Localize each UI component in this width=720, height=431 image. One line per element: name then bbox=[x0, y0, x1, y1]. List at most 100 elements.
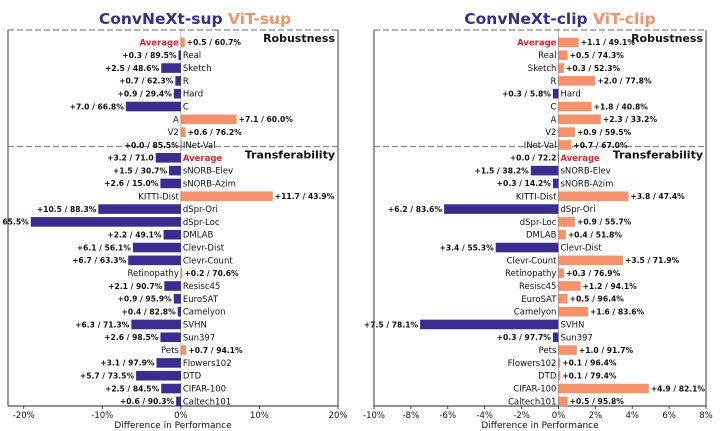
value-label: +0.7 / 67.0% bbox=[573, 141, 628, 150]
category-label: Real bbox=[538, 51, 556, 61]
x-tick-label: 0% bbox=[552, 411, 566, 421]
bar-sketch bbox=[558, 63, 564, 73]
x-axis-label: Difference in Performance bbox=[114, 421, 232, 431]
category-label: INet-Val bbox=[524, 141, 557, 151]
bar-clevr-dist bbox=[132, 242, 181, 253]
value-label: +0.9 / 95.9% bbox=[118, 295, 173, 304]
value-label: +11.7 / 43.9% bbox=[275, 192, 335, 201]
category-label: Hard bbox=[560, 90, 580, 100]
category-label: V2 bbox=[545, 128, 556, 138]
bar-pets bbox=[558, 345, 577, 355]
bar-dspr-loc bbox=[30, 217, 181, 227]
category-label: dSpr-Ori bbox=[183, 205, 218, 215]
x-tick-label: 0% bbox=[174, 411, 188, 421]
value-label: +7.0 / 66.8% bbox=[70, 102, 125, 111]
section-label-transferability: Transferability bbox=[245, 149, 335, 162]
bar-camelyon bbox=[177, 306, 181, 317]
category-label: A bbox=[551, 115, 557, 125]
value-label: +0.1 / 79.4% bbox=[562, 372, 617, 381]
bar-a bbox=[180, 114, 237, 125]
value-label: +0.5 / 96.4% bbox=[570, 295, 625, 304]
category-label: Sketch bbox=[528, 64, 557, 74]
section-label-robustness: Robustness bbox=[631, 32, 703, 45]
category-label: SVHN bbox=[560, 320, 584, 330]
value-label: +6.3 / 71.3% bbox=[75, 320, 130, 329]
bar-average bbox=[180, 37, 185, 48]
category-label: dSpr-Loc bbox=[520, 218, 557, 228]
average-label: Average bbox=[139, 38, 179, 48]
value-label: +0.5 / 74.3% bbox=[570, 51, 625, 60]
bar-resisc45 bbox=[558, 281, 581, 291]
value-label: +6.2 / 83.6% bbox=[388, 205, 443, 214]
x-axis-label: Difference in Performance bbox=[481, 421, 599, 431]
value-label: +0.5 / 60.7% bbox=[187, 38, 242, 47]
value-label: +0.3 / 97.7% bbox=[497, 333, 552, 342]
category-label: Flowers102 bbox=[183, 359, 232, 369]
bar-sun397 bbox=[552, 332, 559, 343]
category-label: C bbox=[183, 103, 189, 113]
category-label: A bbox=[173, 115, 179, 125]
x-tick-label: -10% bbox=[363, 411, 385, 421]
value-label: +0.3 / 14.2% bbox=[497, 179, 552, 188]
x-tick-label: -6% bbox=[439, 411, 456, 421]
category-label: KITTI-Dist bbox=[138, 192, 179, 202]
bar-dtd bbox=[136, 370, 181, 381]
title-vit-clip: ViT-clip bbox=[593, 10, 656, 28]
value-label: +0.1 / 96.4% bbox=[562, 359, 617, 368]
category-label: Clevr-Count bbox=[183, 256, 233, 266]
category-label: Caltech101 bbox=[183, 397, 231, 407]
category-label: Flowers102 bbox=[508, 359, 557, 369]
average-label: Average bbox=[517, 38, 557, 48]
category-label: DTD bbox=[183, 372, 202, 382]
bar-cifar-100 bbox=[558, 383, 649, 394]
value-label: +0.5 / 95.8% bbox=[570, 397, 625, 406]
x-tick-label: -20% bbox=[13, 411, 35, 421]
x-tick-label: 2% bbox=[589, 411, 603, 421]
bar-sun397 bbox=[160, 332, 181, 343]
category-label: Clevr-Count bbox=[507, 256, 557, 266]
category-label: Retinopathy bbox=[505, 269, 556, 279]
value-label: +0.6 / 90.3% bbox=[120, 397, 175, 406]
value-label: +0.9 / 59.5% bbox=[577, 128, 632, 137]
value-label: +2.0 / 77.8% bbox=[597, 77, 652, 86]
category-label: Resisc45 bbox=[519, 282, 556, 292]
value-label: +0.0 / 72.2 bbox=[510, 154, 557, 163]
bar-average bbox=[155, 152, 181, 163]
bar-dmlab bbox=[558, 229, 566, 240]
bar-snorb-elev bbox=[169, 165, 181, 176]
value-label: +2.5 / 48.6% bbox=[105, 64, 160, 73]
bar-retinopathy bbox=[180, 268, 183, 278]
x-tick-label: -10% bbox=[91, 411, 113, 421]
category-label: Hard bbox=[183, 90, 203, 100]
bar-caltech101 bbox=[176, 396, 181, 407]
value-label: +3.1 / 97.9% bbox=[100, 359, 155, 368]
bar-c bbox=[125, 101, 181, 112]
category-label: Camelyon bbox=[514, 308, 557, 318]
category-label: SVHN bbox=[183, 320, 207, 330]
category-label: DTD bbox=[538, 372, 557, 382]
x-tick-label: 8% bbox=[699, 411, 713, 421]
category-label: V2 bbox=[168, 128, 179, 138]
section-label-transferability: Transferability bbox=[613, 149, 703, 162]
x-tick-label: -4% bbox=[476, 411, 493, 421]
title-vit-sup: ViT-sup bbox=[228, 10, 291, 28]
x-tick-label: 4% bbox=[625, 411, 639, 421]
value-label: +0.4 / 51.8% bbox=[568, 231, 623, 240]
value-label: +2.6 / 15.0% bbox=[104, 179, 159, 188]
bar-kitti-dist bbox=[180, 191, 273, 202]
category-label: CIFAR-100 bbox=[513, 385, 556, 395]
category-label: Pets bbox=[161, 346, 179, 356]
bar-clevr-count bbox=[128, 255, 181, 266]
category-label: INet-Val bbox=[183, 141, 216, 151]
bar-dmlab bbox=[163, 229, 181, 240]
title-convnext-clip: ConvNeXt-clip bbox=[464, 10, 593, 28]
bar-snorb-elev bbox=[530, 165, 559, 176]
bar-dspr-loc bbox=[558, 217, 576, 227]
bar-r bbox=[558, 76, 596, 86]
category-label: Caltech101 bbox=[508, 397, 556, 407]
bar-real bbox=[558, 50, 568, 61]
category-label: KITTI-Dist bbox=[516, 192, 557, 202]
bar-svhn bbox=[131, 319, 181, 330]
average-label: Average bbox=[560, 154, 600, 164]
